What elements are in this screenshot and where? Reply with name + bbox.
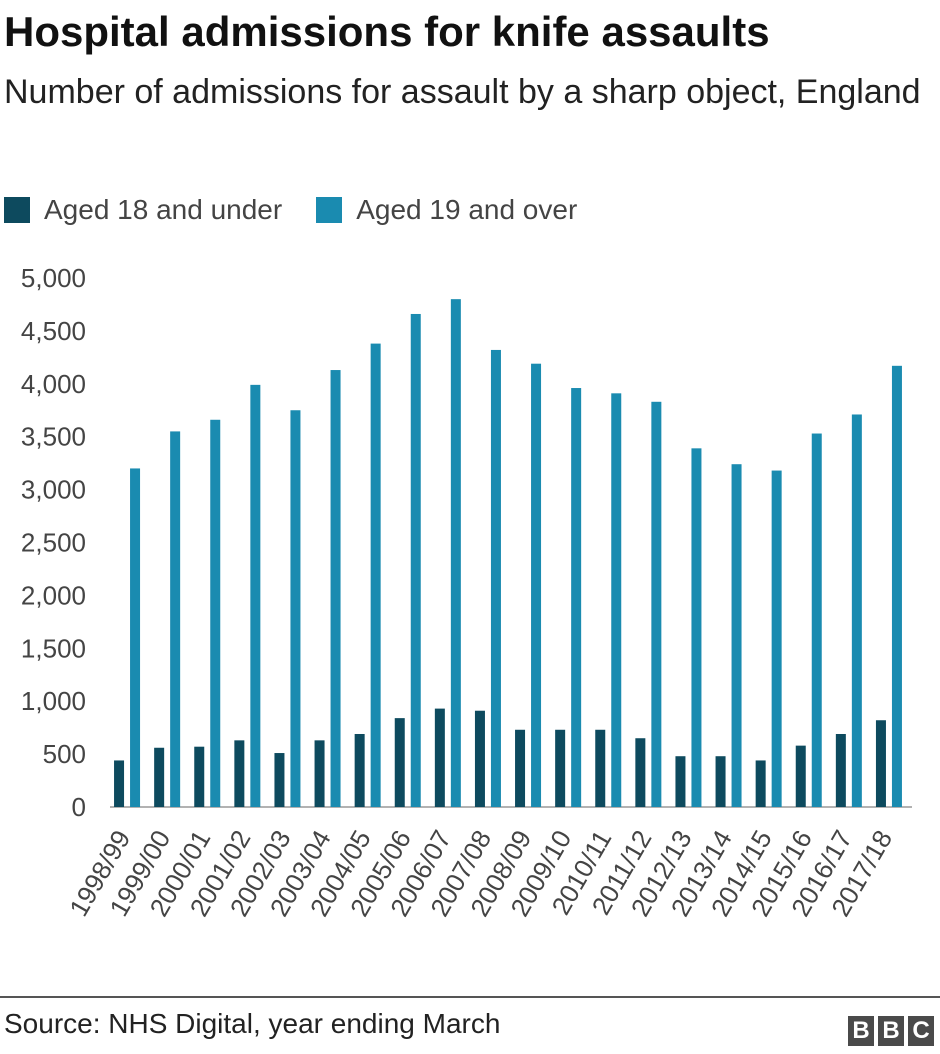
bar-aged-18-under [755,760,766,807]
y-tick-label: 2,000 [21,580,86,610]
bar-aged-19-over [370,343,381,807]
bar-aged-19-over [691,448,702,807]
bar-aged-18-under [515,729,526,807]
legend: Aged 18 and under Aged 19 and over [4,190,611,230]
bar-aged-18-under [875,720,886,807]
footer-divider [0,996,940,998]
bar-aged-18-under [474,710,485,807]
bar-aged-18-under [675,756,686,807]
y-tick-label: 5,000 [21,263,86,293]
y-tick-label: 4,000 [21,369,86,399]
chart-subtitle: Number of admissions for assault by a sh… [4,73,921,111]
chart-title: Hospital admissions for knife assaults [4,8,770,55]
logo-letter: B [878,1016,904,1046]
bar-aged-19-over [130,468,141,807]
bar-aged-18-under [434,708,445,807]
y-tick-label: 3,500 [21,422,86,452]
bar-aged-19-over [811,433,822,807]
y-tick-label: 1,000 [21,686,86,716]
bar-aged-19-over [611,393,622,807]
bar-aged-18-under [715,756,726,807]
legend-item-over: Aged 19 and over [316,194,577,226]
bar-aged-19-over [651,401,662,807]
legend-swatch-under [4,197,30,223]
legend-label-over: Aged 19 and over [356,194,578,225]
y-tick-label: 1,500 [21,633,86,663]
bar-aged-19-over [170,431,181,807]
y-tick-label: 4,500 [21,316,86,346]
bar-aged-18-under [154,747,165,807]
bar-aged-19-over [490,349,501,807]
logo-letter: B [848,1016,874,1046]
bar-aged-18-under [595,729,606,807]
bar-aged-19-over [771,470,782,807]
bar-aged-19-over [330,370,341,807]
bar-aged-18-under [835,733,846,807]
bar-aged-19-over [250,384,261,807]
y-tick-label: 2,500 [21,528,86,558]
legend-swatch-over [316,197,343,223]
y-tick-label: 500 [43,739,86,769]
bbc-logo: B B C [844,1016,934,1046]
bar-aged-18-under [234,740,245,807]
bar-aged-18-under [114,760,125,807]
bar-aged-19-over [450,299,461,807]
bar-aged-18-under [354,733,365,807]
bar-aged-18-under [555,729,566,807]
bar-aged-19-over [531,363,542,807]
bar-aged-19-over [290,410,301,807]
y-tick-label: 3,000 [21,475,86,505]
bar-aged-18-under [635,738,646,807]
bar-aged-18-under [274,753,285,807]
bar-chart: 5,000 4,500 4,000 3,500 3,000 2,500 2,000 1,500… [21,263,912,921]
bar-aged-19-over [731,464,742,807]
source-note: Source: NHS Digital, year ending March [4,1008,501,1039]
bar-aged-18-under [194,746,205,807]
bar-aged-18-under [314,740,325,807]
bar-aged-19-over [210,419,221,807]
bar-aged-19-over [410,313,421,807]
logo-letter: C [908,1016,934,1046]
bar-aged-19-over [851,414,862,807]
bar-aged-19-over [571,388,582,807]
legend-label-under: Aged 18 and under [44,194,283,225]
bar-aged-19-over [891,365,902,807]
legend-item-under: Aged 18 and under [4,194,282,226]
bar-aged-18-under [394,718,405,807]
y-tick-label: 0 [72,792,86,822]
bar-aged-18-under [795,745,806,807]
